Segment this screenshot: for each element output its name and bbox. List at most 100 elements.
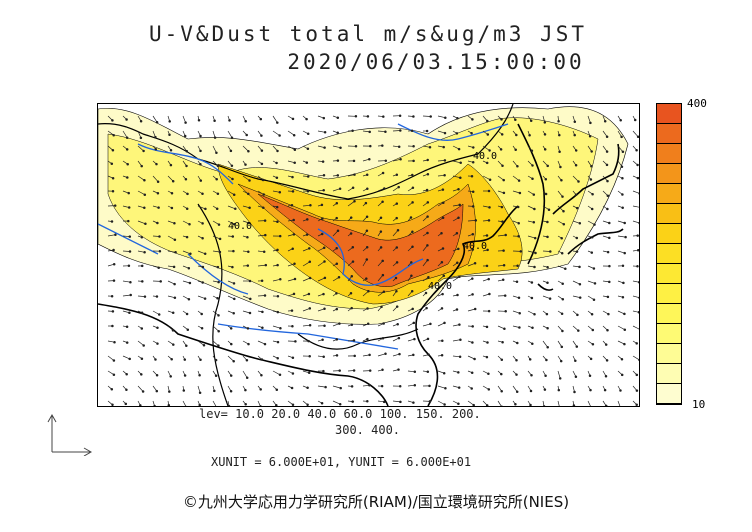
wind-vector-head [247, 221, 251, 225]
wind-vector-head [247, 150, 250, 153]
wind-vector-head [441, 247, 445, 250]
wind-vector-head [531, 164, 534, 167]
wind-vector-head [603, 388, 607, 392]
wind-vector-head [336, 159, 340, 162]
wind-vector-head [577, 180, 580, 183]
wind-vector-head [619, 389, 622, 392]
wind-vector [572, 280, 581, 285]
wind-vector-head [217, 314, 220, 317]
wind-vector-head [458, 323, 461, 326]
wind-vector-head [182, 389, 186, 392]
wind-vector-head [500, 133, 504, 136]
wind-vector-head [442, 371, 446, 375]
wind-vector [257, 264, 266, 267]
wind-vector [167, 235, 176, 241]
wind-vector-head [515, 280, 519, 283]
wind-vector-head [444, 387, 447, 390]
wind-vector-head [293, 262, 296, 266]
wind-vector-head [264, 263, 268, 267]
wind-vector-head [245, 376, 249, 380]
wind-vector-head [590, 207, 594, 211]
wind-vector-head [278, 191, 282, 194]
wind-vector-head [381, 144, 384, 147]
wind-vector-head [562, 222, 566, 226]
wind-vector-head [470, 174, 474, 178]
wind-vector-head [429, 115, 432, 118]
wind-vector-head [183, 134, 187, 138]
wind-vector-head [217, 329, 220, 333]
wind-vector-head [291, 356, 295, 359]
wind-vector-head [112, 248, 115, 252]
wind-vector-head [473, 262, 477, 265]
wind-vector-head [217, 344, 220, 347]
wind-vector [482, 175, 491, 181]
vector-unit-text: XUNIT = 6.000E+01, YUNIT = 6.000E+01 [211, 455, 472, 469]
wind-vector-head [384, 352, 387, 355]
wind-vector [422, 323, 431, 327]
wind-vector-head [127, 264, 131, 268]
wind-vector-head [201, 222, 204, 225]
wind-vector [212, 145, 217, 153]
wind-vector-head [440, 307, 444, 310]
wind-vector-head [306, 132, 310, 136]
wind-vector-head [501, 340, 504, 344]
wind-vectors [107, 114, 639, 406]
wind-vector-head [141, 390, 145, 393]
wind-vector-head [542, 405, 546, 406]
wind-vector-head [485, 404, 489, 406]
wind-vector-head [185, 149, 189, 153]
wind-vector-head [560, 312, 564, 315]
wind-vector-head [621, 264, 625, 268]
wind-vector-head [199, 358, 202, 362]
wind-vector-head [201, 192, 204, 196]
wind-vector-head [260, 279, 264, 283]
wind-vector-head [199, 149, 202, 153]
wind-vector-head [562, 209, 565, 213]
colorbar-segment [657, 384, 681, 404]
wind-vector [287, 145, 296, 151]
colorbar-segment [657, 184, 681, 204]
wind-vector-head [293, 148, 297, 152]
wind-vector-head [157, 206, 160, 209]
wind-vector-head [291, 403, 295, 406]
wind-vector-head [306, 386, 309, 390]
wind-vector [107, 234, 116, 237]
wind-vector-head [114, 233, 117, 236]
wind-vector [572, 175, 579, 182]
wind-vector [182, 400, 187, 406]
wind-vector-head [440, 261, 444, 264]
wind-vector-head [291, 324, 294, 328]
wind-vector [467, 220, 476, 222]
wind-vector-head [365, 277, 368, 280]
wind-vector-head [395, 173, 399, 176]
wind-vector-head [214, 358, 218, 362]
wind-vector-head [636, 176, 639, 180]
wind-vector [182, 250, 191, 255]
dust-map: 40.0 40.0 40.0 40.0 [97, 103, 640, 407]
wind-vector-head [366, 322, 370, 326]
wind-vector-head [218, 250, 222, 254]
wind-vector-head [159, 280, 162, 283]
wind-vector-head [604, 404, 608, 406]
wind-vector-head [216, 164, 220, 168]
wind-vector-head [459, 176, 462, 179]
wind-vector-head [323, 307, 326, 311]
wind-vector-head [471, 341, 474, 344]
wind-vector-head [171, 180, 175, 183]
wind-vector-head [260, 162, 264, 166]
wind-vector-head [606, 207, 609, 211]
wind-vector-head [588, 374, 592, 378]
wind-vector-head [128, 311, 131, 315]
wind-vector-head [203, 297, 207, 300]
wind-vector-head [531, 326, 534, 330]
wind-vector-head [545, 358, 548, 362]
wind-vector-head [128, 235, 132, 238]
wind-vector-head [471, 190, 475, 193]
wind-vector [197, 295, 206, 299]
wind-vector-head [365, 215, 369, 218]
wind-vector-head [409, 216, 413, 219]
wind-vector-head [125, 325, 129, 329]
wind-vector-head [199, 163, 202, 166]
wind-vector-head [591, 192, 594, 196]
wind-vector [617, 325, 625, 331]
